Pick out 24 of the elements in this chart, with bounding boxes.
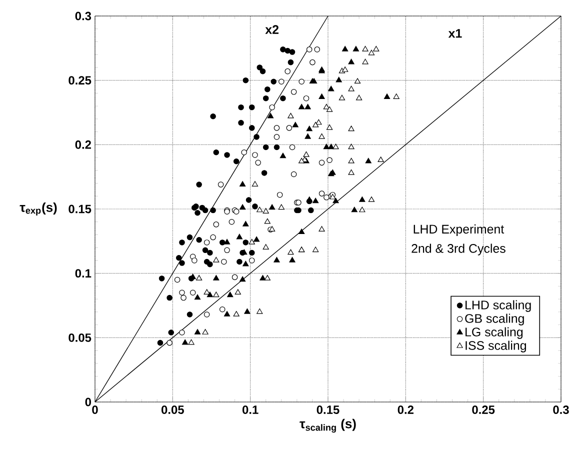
annotation: x2 bbox=[265, 25, 279, 34]
legend-label: ISS scaling bbox=[466, 340, 526, 352]
y-tick-label: 0 bbox=[85, 398, 91, 406]
annotation: 2nd & 3rd Cycles bbox=[412, 244, 506, 256]
legend-label: LG scaling bbox=[466, 327, 523, 339]
legend-label: LHD scaling bbox=[466, 300, 531, 312]
x-tick-label: 0.2 bbox=[398, 406, 414, 414]
y-tick-label: 0.25 bbox=[68, 76, 92, 85]
y-tick-label: 0.3 bbox=[75, 12, 92, 20]
y-tick-label: 0.15 bbox=[68, 204, 92, 214]
y-tick-label: 0.2 bbox=[75, 140, 92, 149]
x-tick-label: 0.05 bbox=[162, 406, 184, 414]
x-tick-label: 0.1 bbox=[242, 406, 258, 414]
x-axis-title: τ$_{scaling}$ (s) bbox=[300, 418, 356, 433]
y-axis-title: τ$_{exp}$(s) bbox=[20, 202, 57, 216]
y-tick-label: 0.1 bbox=[75, 269, 92, 278]
x-tick-label: 0.15 bbox=[316, 406, 340, 414]
x-tick-label: 0.25 bbox=[472, 406, 495, 414]
legend-label: GB scaling bbox=[465, 314, 524, 326]
annotation: x1 bbox=[448, 29, 462, 38]
x-tick-label: 0 bbox=[92, 406, 98, 414]
annotation: LHD Experiment bbox=[414, 224, 504, 236]
y-tick-label: 0.05 bbox=[68, 333, 92, 342]
x-tick-label: 0.3 bbox=[553, 406, 569, 414]
